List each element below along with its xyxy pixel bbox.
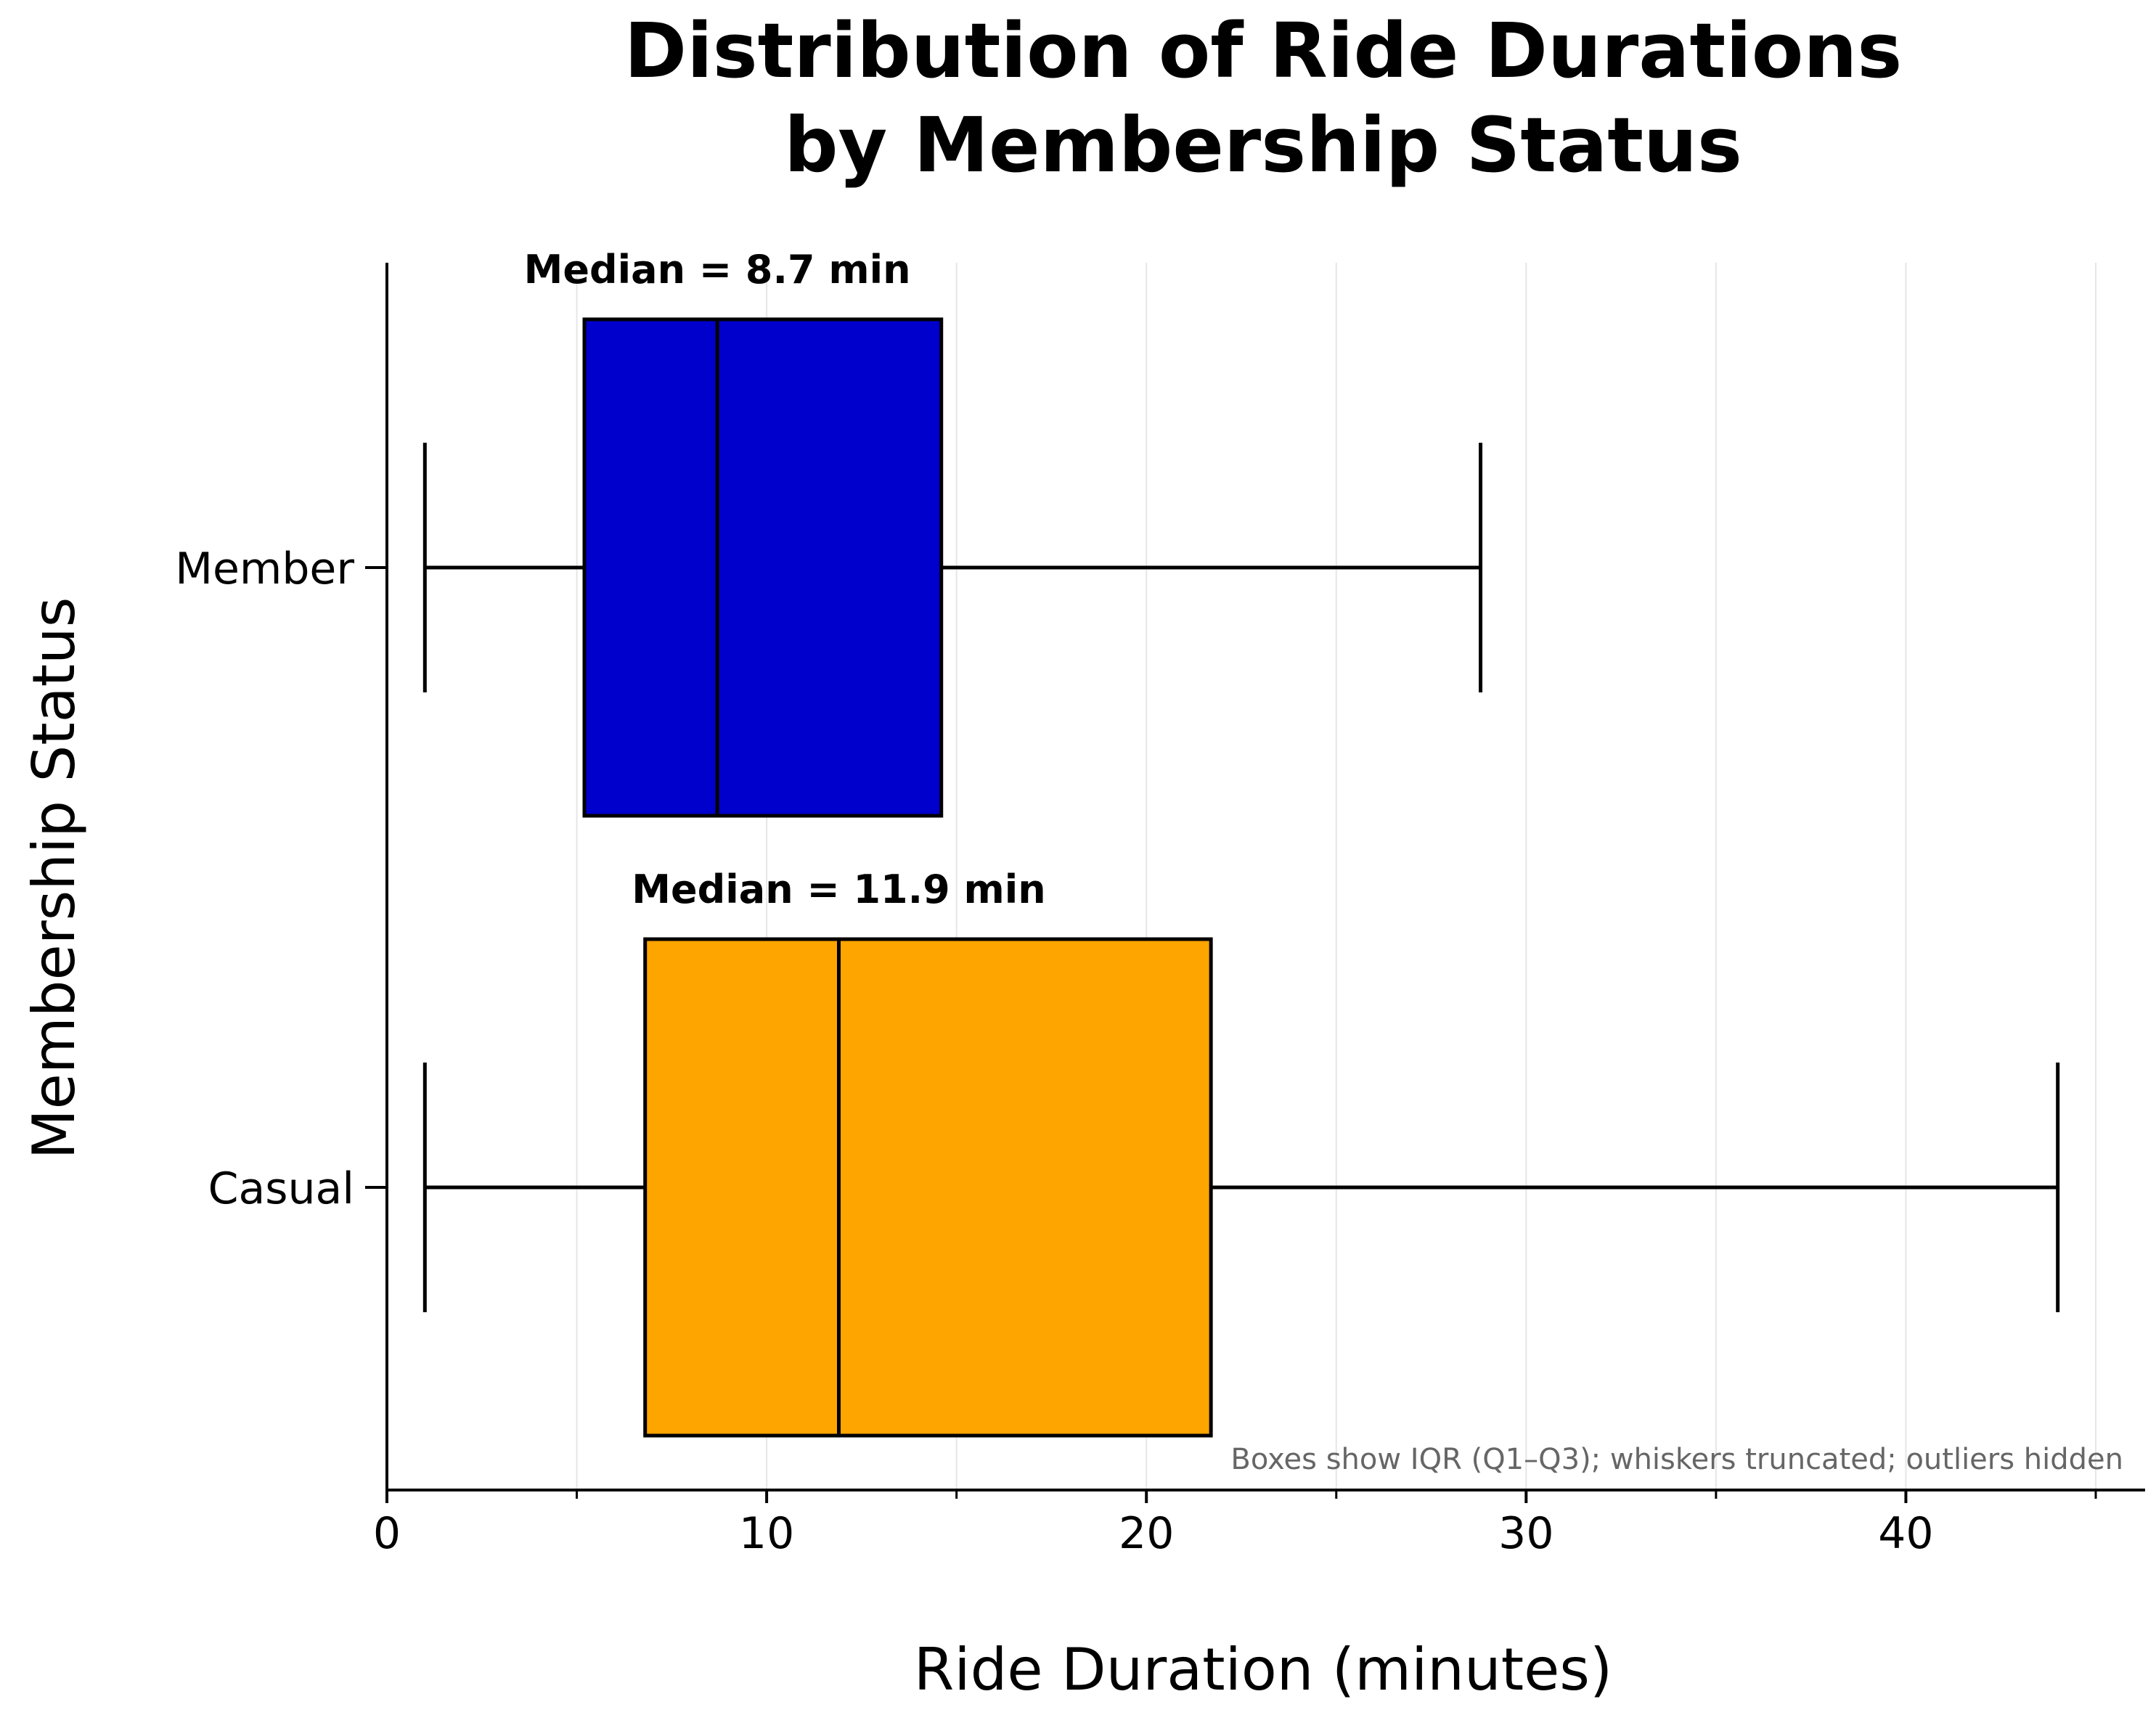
casual-median-label: Median = 11.9 min [632, 867, 1046, 912]
footnote: Boxes show IQR (Q1–Q3); whiskers truncat… [1230, 1443, 2123, 1476]
box-layer [422, 317, 2060, 1438]
x-tick-label-20: 20 [1119, 1508, 1174, 1559]
chart-title-line-1: Distribution of Ride Durations [624, 7, 1902, 95]
y-tick-label-member: Member [175, 544, 354, 594]
x-tick-label-30: 30 [1498, 1508, 1553, 1559]
axis-layer [365, 263, 2145, 1503]
text-layer: Distribution of Ride Durations by Member… [20, 7, 2123, 1703]
x-tick-label-40: 40 [1878, 1508, 1933, 1559]
chart-title-line-2: by Membership Status [784, 101, 1742, 189]
x-axis-label: Ride Duration (minutes) [914, 1636, 1612, 1703]
x-tick-label-10: 10 [739, 1508, 794, 1559]
y-axis-label: Membership Status [20, 597, 88, 1160]
member-median-label: Median = 8.7 min [524, 247, 911, 292]
member-box [582, 317, 944, 818]
casual-box [643, 937, 1213, 1438]
x-tick-label-0: 0 [373, 1508, 401, 1559]
y-tick-label-casual: Casual [208, 1163, 354, 1214]
